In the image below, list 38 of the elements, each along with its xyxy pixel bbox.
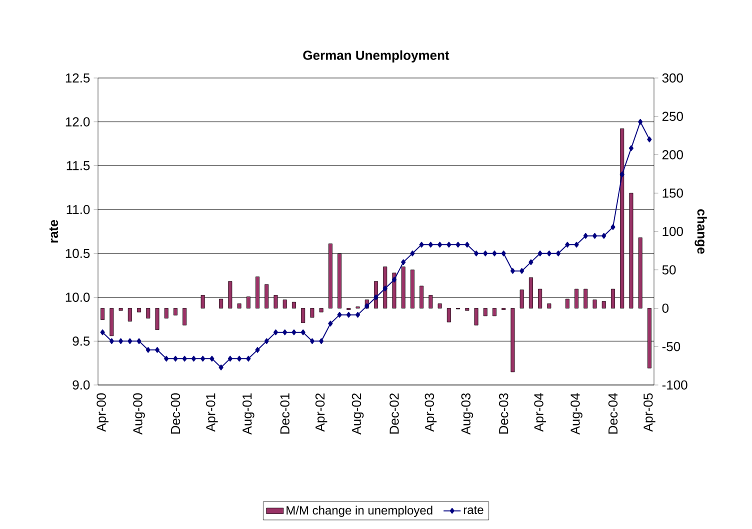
y2-tick-label: 150 (662, 188, 683, 198)
y2-tick-label: 100 (662, 226, 683, 236)
x-tick-label: Apr-00 (96, 393, 108, 432)
x-tick-label: Aug-03 (461, 393, 474, 435)
y-tick-label: 10.0 (66, 292, 90, 302)
y2-tick-label: -100 (662, 380, 688, 390)
y-axis-title: rate (49, 220, 58, 243)
legend-label: rate (464, 506, 484, 514)
x-tick-label: Dec-01 (280, 393, 290, 434)
x-tick-label: Apr-01 (206, 393, 218, 432)
y-tick-label: 11.5 (66, 161, 90, 170)
x-tick-label: Aug-01 (242, 393, 254, 435)
x-tick-label: Dec-03 (499, 393, 508, 434)
x-tick-label: Apr-04 (534, 393, 546, 432)
y-tick-label: 9.5 (72, 336, 90, 346)
x-tick-label: Apr-05 (644, 393, 656, 432)
y-tick-label: 12.5 (66, 73, 90, 83)
y2-tick-label: -50 (662, 342, 680, 352)
x-tick-label: Apr-03 (424, 393, 437, 432)
y2-tick-label: 300 (662, 73, 683, 83)
x-tick-label: Aug-02 (352, 393, 364, 435)
x-tick-label: Aug-04 (570, 393, 582, 435)
y2-tick-label: 0 (662, 304, 669, 313)
x-tick-label: Dec-04 (608, 393, 618, 434)
y2-tick-label: 250 (662, 112, 683, 121)
y2-axis-title: change (694, 209, 707, 254)
y2-tick-label: 200 (662, 150, 683, 160)
x-tick-label: Dec-02 (390, 393, 399, 434)
x-tick-label: Dec-00 (170, 393, 180, 434)
x-tick-label: Apr-02 (315, 393, 328, 432)
y-tick-label: 10.5 (66, 248, 90, 258)
x-tick-label: Aug-00 (133, 393, 145, 435)
legend-label: M/M change in unemployed (286, 506, 432, 517)
y2-tick-label: 50 (662, 265, 676, 274)
y-tick-label: 12.0 (66, 117, 90, 126)
chart-title: German Unemployment (303, 50, 450, 62)
y-tick-label: 9.0 (72, 380, 90, 390)
y-tick-label: 11.0 (66, 204, 90, 214)
